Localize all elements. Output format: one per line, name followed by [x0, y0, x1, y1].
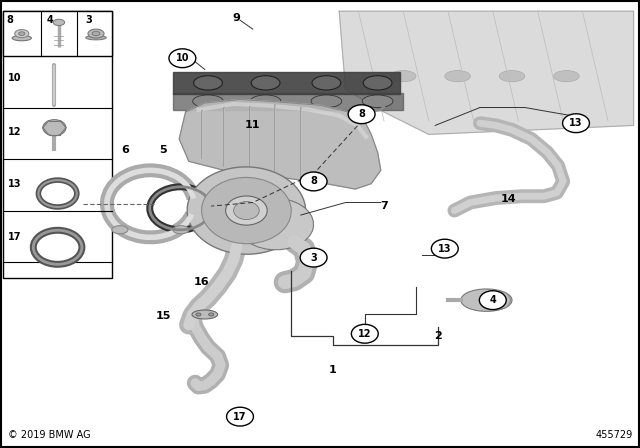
Text: 10: 10 [8, 73, 21, 83]
Ellipse shape [19, 32, 25, 35]
Text: 12: 12 [358, 329, 372, 339]
Circle shape [300, 172, 327, 191]
Circle shape [351, 324, 378, 343]
Ellipse shape [311, 95, 342, 108]
Text: 12: 12 [8, 127, 21, 137]
Circle shape [300, 248, 327, 267]
Ellipse shape [390, 71, 416, 82]
Text: 7: 7 [380, 201, 388, 211]
Ellipse shape [193, 95, 223, 108]
Ellipse shape [192, 310, 218, 319]
Text: 8: 8 [358, 109, 365, 119]
Circle shape [563, 114, 589, 133]
Text: 11: 11 [245, 121, 260, 130]
FancyBboxPatch shape [3, 11, 112, 278]
Ellipse shape [554, 71, 579, 82]
Text: 6: 6 [121, 145, 129, 155]
Ellipse shape [193, 76, 223, 90]
Ellipse shape [202, 177, 291, 244]
Ellipse shape [445, 71, 470, 82]
Text: 9: 9 [233, 13, 241, 23]
Polygon shape [179, 99, 381, 189]
Polygon shape [339, 11, 634, 134]
Text: 3: 3 [85, 15, 92, 25]
Ellipse shape [187, 167, 306, 254]
FancyBboxPatch shape [3, 11, 112, 56]
Circle shape [227, 407, 253, 426]
Circle shape [479, 291, 506, 310]
Ellipse shape [112, 226, 128, 234]
Ellipse shape [226, 196, 268, 225]
Text: 10: 10 [175, 53, 189, 63]
Text: 1: 1 [329, 365, 337, 375]
Text: © 2019 BMW AG: © 2019 BMW AG [8, 431, 90, 440]
Ellipse shape [499, 71, 525, 82]
Text: 4: 4 [490, 295, 496, 305]
Ellipse shape [196, 313, 201, 316]
Ellipse shape [461, 289, 512, 311]
Text: 455729: 455729 [595, 431, 632, 440]
Text: 17: 17 [8, 233, 21, 242]
Circle shape [431, 239, 458, 258]
Text: 8: 8 [6, 15, 13, 25]
Ellipse shape [237, 198, 314, 250]
Text: 17: 17 [233, 412, 247, 422]
Ellipse shape [53, 19, 65, 26]
Text: 13: 13 [569, 118, 583, 128]
Ellipse shape [251, 76, 280, 90]
Ellipse shape [250, 95, 281, 108]
Ellipse shape [312, 76, 340, 90]
Polygon shape [173, 93, 403, 110]
Ellipse shape [88, 29, 104, 38]
Text: 2: 2 [435, 331, 442, 341]
Text: 8: 8 [310, 177, 317, 186]
Text: 13: 13 [438, 244, 452, 254]
Text: 15: 15 [156, 311, 171, 321]
Ellipse shape [362, 95, 393, 108]
Ellipse shape [173, 226, 189, 234]
Ellipse shape [92, 31, 100, 36]
Circle shape [43, 120, 66, 136]
Text: 4: 4 [47, 15, 54, 25]
Ellipse shape [209, 313, 214, 316]
Polygon shape [173, 72, 400, 94]
Circle shape [348, 105, 375, 124]
Circle shape [169, 49, 196, 68]
Ellipse shape [12, 35, 31, 41]
Ellipse shape [488, 291, 511, 309]
Ellipse shape [15, 30, 29, 38]
Text: 14: 14 [501, 194, 516, 204]
Ellipse shape [86, 35, 106, 40]
Ellipse shape [234, 202, 259, 220]
Ellipse shape [364, 76, 392, 90]
Text: 13: 13 [8, 179, 21, 189]
Text: 3: 3 [310, 253, 317, 263]
Text: 16: 16 [194, 277, 209, 287]
Text: 5: 5 [159, 145, 167, 155]
